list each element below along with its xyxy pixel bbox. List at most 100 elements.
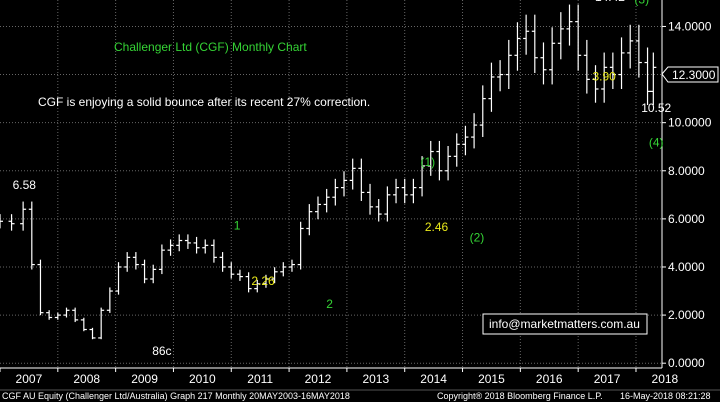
ohlc-bar: [540, 42, 547, 85]
ohlc-bar: [288, 259, 295, 272]
y-tick-label: 14.0000: [668, 19, 712, 33]
ohlc-bar: [419, 156, 426, 197]
ohlc-bar: [236, 269, 243, 281]
watermark-box: info@marketmatters.com.au: [482, 313, 648, 335]
ohlc-bar: [471, 113, 478, 149]
x-tick-label: 2007: [16, 372, 43, 386]
chart-annotation: (2): [470, 231, 485, 245]
ohlc-bar: [184, 234, 191, 249]
chart-annotation: 2.46: [425, 220, 449, 234]
ohlc-bar: [566, 4, 573, 46]
ohlc-bar: [54, 312, 61, 320]
y-tick-label: 10.0000: [668, 116, 712, 130]
ohlc-bar: [627, 24, 634, 69]
watermark-border: [482, 313, 648, 335]
last-price-pointer: [661, 66, 719, 83]
chart-annotation: 6.58: [13, 178, 37, 192]
ohlc-bar: [8, 214, 15, 231]
y-tick-label: 8.0000: [668, 164, 705, 178]
last-price-label: 12.3000: [672, 68, 716, 82]
ohlc-bar: [583, 39, 590, 94]
ohlc-bar: [514, 22, 521, 71]
ohlc-bar: [505, 39, 512, 89]
x-tick-label: 2011: [247, 372, 273, 386]
ohlc-bar: [618, 37, 625, 89]
ohlc-bar: [644, 47, 651, 105]
ohlc-bar: [635, 24, 642, 78]
last-price-marker: 12.3000: [661, 66, 719, 83]
ohlc-bar: [479, 85, 486, 137]
ohlc-bar: [601, 52, 608, 103]
ohlc-bar: [341, 171, 348, 197]
watermark-email: info@marketmatters.com.au: [489, 317, 640, 331]
ohlc-bar: [28, 201, 35, 270]
ohlc-bar: [167, 239, 174, 256]
series-layer: [0, 4, 657, 340]
chart-annotation: 14.42: [595, 0, 625, 4]
ohlc-bar: [115, 262, 122, 295]
x-tick-label: 2013: [362, 372, 389, 386]
y-tick-label: 0.0000: [668, 356, 705, 370]
ohlc-bar: [367, 183, 374, 215]
ohlc-bar: [80, 317, 87, 332]
ohlc-bar: [219, 252, 226, 272]
ohlc-bar: [488, 62, 495, 112]
ohlc-bar: [46, 310, 53, 320]
ohlc-bar: [523, 14, 530, 55]
x-tick-label: 2016: [536, 372, 563, 386]
ohlc-bar: [106, 287, 113, 313]
ohlc-bar: [557, 12, 564, 60]
ohlc-bar: [228, 262, 235, 279]
ohlc-bar: [462, 125, 469, 156]
chart-annotation: 2: [326, 297, 333, 311]
ohlc-bar: [176, 234, 183, 252]
ohlc-bar: [245, 272, 252, 293]
ohlc-bar: [254, 279, 261, 293]
x-tick-label: 2008: [73, 372, 100, 386]
ohlc-bar: [262, 274, 269, 288]
y-tick-label: 4.0000: [668, 260, 705, 274]
chart-annotation: (3): [634, 0, 649, 7]
ohlc-bar: [323, 188, 330, 213]
ohlc-bar: [427, 140, 434, 176]
chart-annotation: 10.52: [641, 101, 671, 115]
ohlc-bar: [98, 307, 105, 340]
x-tick-label: 2017: [594, 372, 621, 386]
ohlc-bar: [132, 252, 139, 270]
ohlc-bar: [332, 178, 339, 206]
ohlc-bar: [445, 145, 452, 181]
ohlc-bar: [150, 264, 157, 284]
ohlc-bar: [141, 259, 148, 284]
ohlc-bar: [314, 196, 321, 220]
ohlc-bar: [592, 65, 599, 103]
x-tick-label: 2014: [420, 372, 447, 386]
chart-subtitle: CGF is enjoying a solid bounce after its…: [38, 95, 370, 109]
chart-annotation: (4): [649, 136, 664, 150]
chart-annotation: 1: [234, 219, 241, 233]
ohlc-bar: [609, 52, 616, 89]
ohlc-bar: [124, 252, 131, 272]
ohlc-bar: [89, 327, 96, 340]
ohlc-bar: [297, 221, 304, 270]
chart-annotation: 2.26: [251, 274, 275, 288]
chart-title: Challenger Ltd (CGF) Monthly Chart: [114, 40, 307, 54]
x-tick-label: 2018: [652, 372, 679, 386]
y-tick-label: 6.0000: [668, 212, 705, 226]
ohlc-bar: [306, 204, 313, 236]
x-tick-label: 2015: [478, 372, 505, 386]
ohlc-bar: [271, 267, 278, 284]
chart-annotation: 86c: [152, 344, 171, 358]
ohlc-bar: [37, 259, 44, 316]
ohlc-bar: [531, 14, 538, 73]
chart-annotation: 3.90: [593, 70, 617, 84]
ohlc-bar: [63, 307, 70, 318]
ohlc-bar: [401, 178, 408, 204]
footer-right: 16-May-2018 08:21:28: [620, 391, 711, 401]
ohlc-bar: [20, 201, 27, 231]
x-tick-label: 2009: [131, 372, 158, 386]
ohlc-bar: [202, 239, 209, 254]
label-layer: 0.0000 2.0000 4.0000 6.0000 8.0000 10.0000 1 2.…: [0, 0, 712, 386]
x-tick-label: 2010: [189, 372, 216, 386]
